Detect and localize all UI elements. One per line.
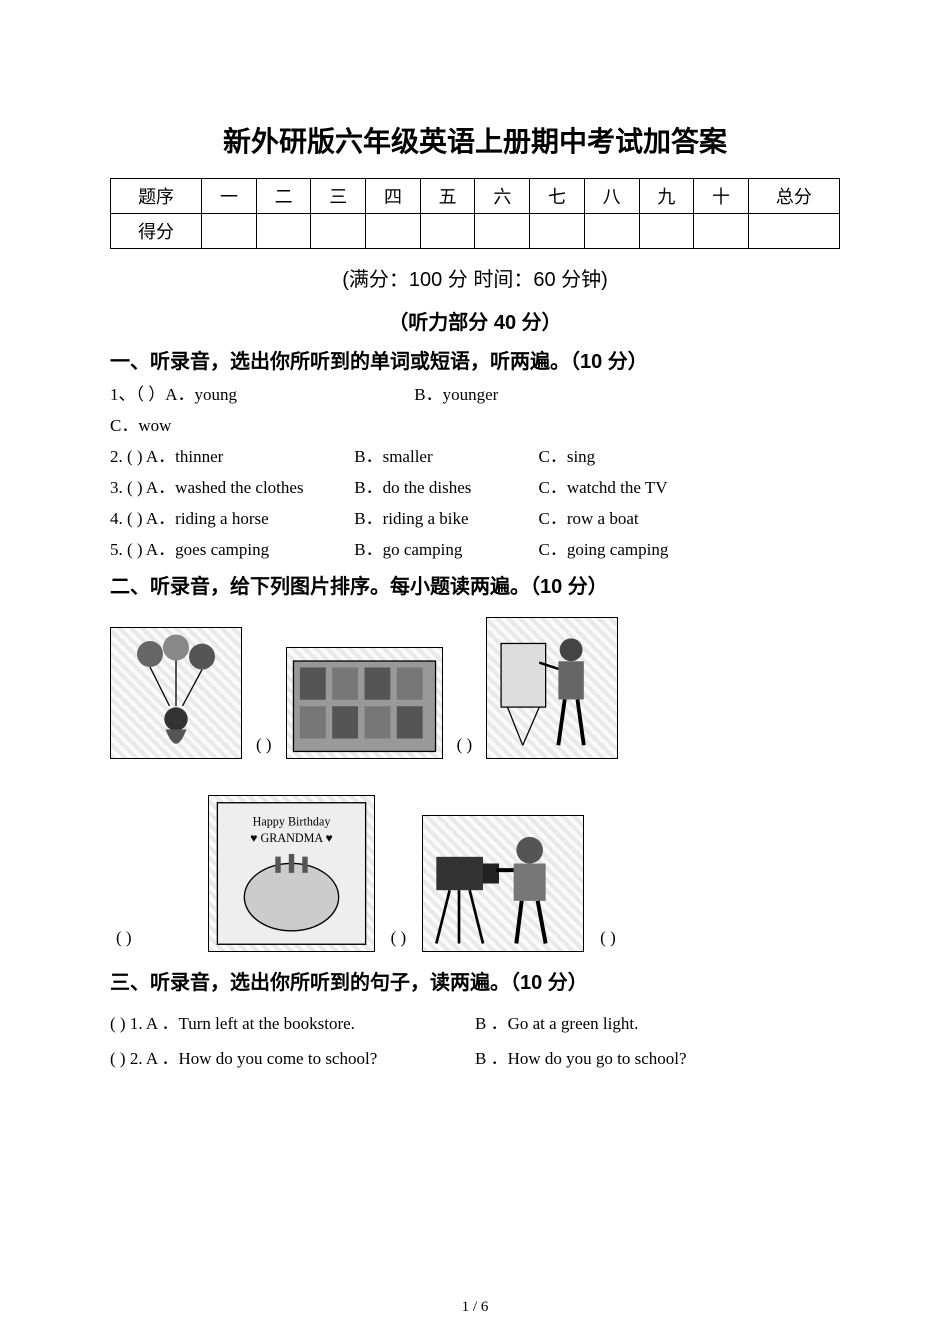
cell-label: 题序	[111, 179, 202, 214]
q2-line: 2. ( ) A．thinner B．smaller C．sing	[110, 442, 840, 467]
cell-empty	[694, 214, 749, 249]
paren-5: ( )	[594, 928, 622, 952]
section-1-heading: 一、听录音，选出你所听到的单词或短语，听两遍。（10 分）	[110, 345, 840, 374]
q1-line1: 1、（ ）A．young B．younger	[110, 380, 840, 405]
cell-col-7: 七	[530, 179, 585, 214]
q1-a: 1、（ ）A．young	[110, 380, 410, 405]
subcaption: (满分：100 分 时间：60 分钟)	[110, 263, 840, 292]
paren-2: ( )	[451, 735, 479, 759]
cell-col-2: 二	[256, 179, 311, 214]
q4-b: B．riding a bike	[354, 504, 534, 529]
s3-q1b: B ．Go at a green light.	[475, 1009, 840, 1034]
paren-3: ( )	[110, 928, 138, 952]
balloon-girl-icon	[111, 628, 241, 758]
s3-q1a: ( ) 1. A ．Turn left at the bookstore.	[110, 1009, 475, 1034]
q4-a: 4. ( ) A．riding a horse	[110, 504, 350, 529]
cell-empty	[475, 214, 530, 249]
page: 新外研版六年级英语上册期中考试加答案 题序 一 二 三 四 五 六 七 八 九 …	[0, 0, 950, 1344]
section-3-heading: 三、听录音，选出你所听到的句子，读两遍。（10 分）	[110, 966, 840, 995]
svg-text:♥ GRANDMA ♥: ♥ GRANDMA ♥	[250, 831, 332, 845]
q3-b: B．do the dishes	[354, 473, 534, 498]
svg-text:Happy Birthday: Happy Birthday	[252, 815, 331, 829]
pic-row-1: ( ) ( )	[110, 617, 840, 759]
score-table-score-row: 得分	[111, 214, 840, 249]
doc-title: 新外研版六年级英语上册期中考试加答案	[110, 120, 840, 160]
q5-line: 5. ( ) A．goes camping B．go camping C．goi…	[110, 535, 840, 560]
listening-header: （听力部分 40 分）	[110, 306, 840, 335]
paren-4: ( )	[385, 928, 413, 952]
cell-empty	[311, 214, 366, 249]
cell-col-9: 九	[639, 179, 694, 214]
cell-empty	[748, 214, 839, 249]
s3-q2a: ( ) 2. A ．How do you come to school?	[110, 1044, 475, 1069]
q2-b: B．smaller	[354, 442, 534, 467]
shelf-icon	[287, 648, 442, 758]
cell-empty	[202, 214, 257, 249]
q5-c: C．going camping	[539, 535, 669, 560]
q1-b: B．younger	[414, 380, 498, 405]
section-3-questions: ( ) 1. A ．Turn left at the bookstore. B …	[110, 1009, 840, 1069]
q2-c: C．sing	[539, 442, 596, 467]
cell-col-3: 三	[311, 179, 366, 214]
score-table: 题序 一 二 三 四 五 六 七 八 九 十 总分 得分	[110, 178, 840, 249]
cell-empty	[420, 214, 475, 249]
cell-score-label: 得分	[111, 214, 202, 249]
cell-col-10: 十	[694, 179, 749, 214]
q5-b: B．go camping	[354, 535, 534, 560]
cell-empty	[639, 214, 694, 249]
cell-empty	[584, 214, 639, 249]
q5-a: 5. ( ) A．goes camping	[110, 535, 350, 560]
pic-shelf	[286, 647, 443, 759]
score-table-header-row: 题序 一 二 三 四 五 六 七 八 九 十 总分	[111, 179, 840, 214]
cell-empty	[256, 214, 311, 249]
q4-line: 4. ( ) A．riding a horse B．riding a bike …	[110, 504, 840, 529]
q1-line2: C．wow	[110, 411, 840, 436]
cell-col-4: 四	[366, 179, 421, 214]
cell-col-5: 五	[420, 179, 475, 214]
q4-c: C．row a boat	[539, 504, 639, 529]
q1-c: C．wow	[110, 411, 171, 436]
cell-empty	[530, 214, 585, 249]
cell-col-total: 总分	[748, 179, 839, 214]
pic-balloon-girl	[110, 627, 242, 759]
paren-1: ( )	[250, 735, 278, 759]
cell-col-8: 八	[584, 179, 639, 214]
pic-birthday-card: Happy Birthday ♥ GRANDMA ♥	[208, 795, 375, 952]
q3-line: 3. ( ) A．washed the clothes B．do the dis…	[110, 473, 840, 498]
q2-a: 2. ( ) A．thinner	[110, 442, 350, 467]
q3-a: 3. ( ) A．washed the clothes	[110, 473, 350, 498]
s3-q2b: B ．How do you go to school?	[475, 1044, 840, 1069]
cell-col-1: 一	[202, 179, 257, 214]
cell-col-6: 六	[475, 179, 530, 214]
pic-row-2: ( ) Happy Birthday ♥ GRANDMA ♥ ( )	[110, 795, 840, 952]
cell-empty	[366, 214, 421, 249]
birthday-card-icon: Happy Birthday ♥ GRANDMA ♥	[209, 796, 374, 951]
q3-c: C．watchd the TV	[539, 473, 668, 498]
pic-painter	[486, 617, 618, 759]
section-2-heading: 二、听录音，给下列图片排序。每小题读两遍。（10 分）	[110, 570, 840, 599]
painter-icon	[487, 618, 617, 758]
cameraman-icon	[423, 816, 583, 951]
pic-cameraman	[422, 815, 584, 952]
page-footer: 1 / 6	[0, 1299, 950, 1316]
